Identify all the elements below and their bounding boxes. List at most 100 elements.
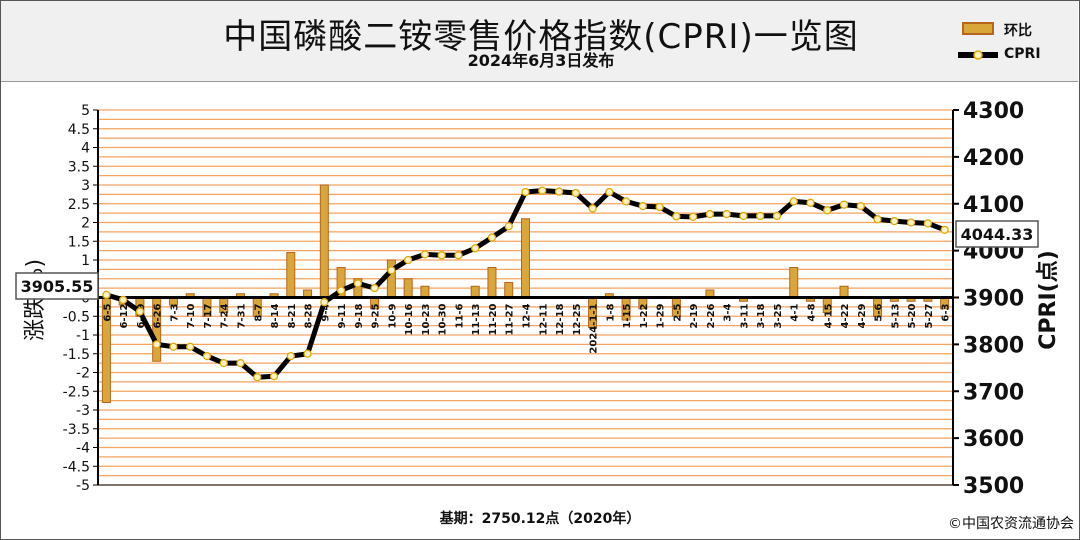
bar	[839, 285, 849, 298]
x-tick-label: 7-3	[169, 303, 180, 321]
y2-tick-label: 3900	[963, 287, 1024, 312]
bar	[470, 285, 480, 298]
cpri-point	[940, 225, 949, 234]
cpri-point	[186, 342, 195, 351]
bar	[286, 252, 296, 298]
y-tick-label: 5	[81, 103, 90, 119]
x-tick-label: 8-28	[304, 303, 315, 328]
cpri-point	[873, 215, 882, 224]
cpri-point	[102, 290, 111, 300]
x-tick-label: 8-21	[287, 303, 298, 328]
cpri-point	[152, 340, 161, 349]
legend-bar-entry: 环比	[956, 19, 1076, 39]
bar	[789, 267, 799, 298]
cpri-point	[739, 211, 748, 221]
x-tick-label: 11-6	[454, 303, 465, 328]
cpri-point	[705, 209, 715, 219]
cpri-point	[454, 251, 463, 260]
bar	[521, 218, 530, 298]
x-tick-label: 1-8	[605, 303, 616, 321]
y2-tick-label: 3700	[963, 380, 1024, 405]
y-tick-label: 4.5	[68, 122, 90, 138]
cpri-point	[554, 187, 564, 196]
cpri-point	[269, 372, 279, 381]
y2-tick-label: 3800	[963, 333, 1024, 358]
y2-tick-label: 4200	[963, 146, 1024, 171]
x-tick-label: 12-4	[522, 303, 533, 328]
cpri-point	[219, 358, 228, 368]
end-value-callout-box	[955, 220, 1039, 248]
cpri-point	[789, 197, 798, 206]
x-tick-label: 2-26	[706, 303, 717, 328]
legend-bar-label: 环比	[1004, 23, 1032, 39]
cpri-point	[521, 187, 530, 197]
y-tick-label: -2	[76, 366, 90, 382]
cpri-point	[504, 222, 513, 231]
cpri-point	[471, 244, 480, 253]
y-tick-label: 2.5	[68, 197, 90, 213]
x-tick-label: 5-27	[924, 303, 935, 328]
cpri-point	[420, 250, 430, 259]
cpri-point	[236, 358, 245, 368]
y2-axis-title: CPRI(点)	[1035, 250, 1061, 350]
cpri-point	[118, 295, 128, 304]
x-tick-label: 11-27	[505, 303, 516, 335]
cpri-point	[169, 342, 178, 351]
x-tick-label: 4-15	[823, 303, 834, 328]
cpri-point	[621, 197, 631, 206]
y-tick-label: 1	[81, 253, 90, 269]
x-tick-label: 6-12	[119, 303, 130, 328]
x-tick-label: 10-30	[438, 303, 449, 335]
cpri-point	[722, 209, 731, 219]
cpri-point	[638, 201, 648, 211]
cpri-point	[286, 351, 295, 361]
copyright-note: ©中国农资流通协会	[948, 516, 1074, 532]
cpri-point	[806, 198, 815, 207]
cpri-point	[336, 286, 346, 295]
legend-line-label: CPRI	[1004, 46, 1041, 62]
x-tick-label: 3-25	[773, 303, 784, 328]
bar	[403, 278, 413, 298]
y2-tick-label: 4300	[963, 99, 1024, 124]
cpri-point	[655, 202, 664, 212]
y-tick-label: 3.5	[68, 159, 90, 175]
cpri-point	[672, 212, 681, 221]
y-tick-label: -3	[76, 403, 90, 419]
x-tick-label: 7-17	[203, 303, 214, 328]
start-value-callout: 3905.55	[21, 277, 94, 296]
x-tick-label: 1-22	[639, 303, 650, 328]
y-axis-title: 涨跌(%)	[23, 259, 48, 341]
x-tick-label: 5-20	[907, 303, 918, 328]
chart-title: 中国磷酸二铵零售价格指数(CPRI)一览图	[223, 17, 859, 57]
legend-bar-swatch	[962, 22, 994, 35]
base-period-note: 基期：2750.12点（2020年）	[439, 511, 641, 527]
y-tick-label: -4.5	[63, 459, 90, 475]
cpri-point	[253, 373, 262, 382]
y-tick-label: -2.5	[63, 384, 90, 400]
cpri-point	[823, 206, 832, 215]
x-tick-label: 12-18	[555, 303, 566, 335]
y-tick-label: -1	[76, 328, 90, 344]
x-tick-label: 1-15	[622, 303, 633, 328]
cpri-point	[923, 219, 933, 228]
y-tick-label: -0.5	[63, 309, 90, 325]
x-tick-label: 3-11	[739, 303, 750, 328]
y-tick-label: 3	[81, 178, 90, 194]
x-tick-label: 4-8	[807, 303, 818, 321]
end-value-callout: 4044.33	[961, 225, 1034, 244]
x-tick-label: 10-16	[404, 303, 415, 335]
x-tick-label: 10-9	[387, 303, 398, 328]
cpri-point	[772, 211, 782, 221]
x-tick-label: 7-24	[220, 303, 231, 328]
x-tick-label: 6-3	[941, 303, 952, 321]
cpri-point	[571, 188, 580, 198]
x-tick-label: 9-11	[337, 303, 348, 328]
x-tick-label: 1-29	[656, 303, 667, 328]
x-tick-label: 8-7	[253, 303, 264, 321]
cpri-point	[688, 212, 698, 222]
bar	[319, 184, 329, 298]
x-tick-label: 3-18	[756, 303, 767, 328]
x-tick-label: 6-26	[153, 303, 164, 328]
legend-line-swatch	[958, 50, 998, 60]
